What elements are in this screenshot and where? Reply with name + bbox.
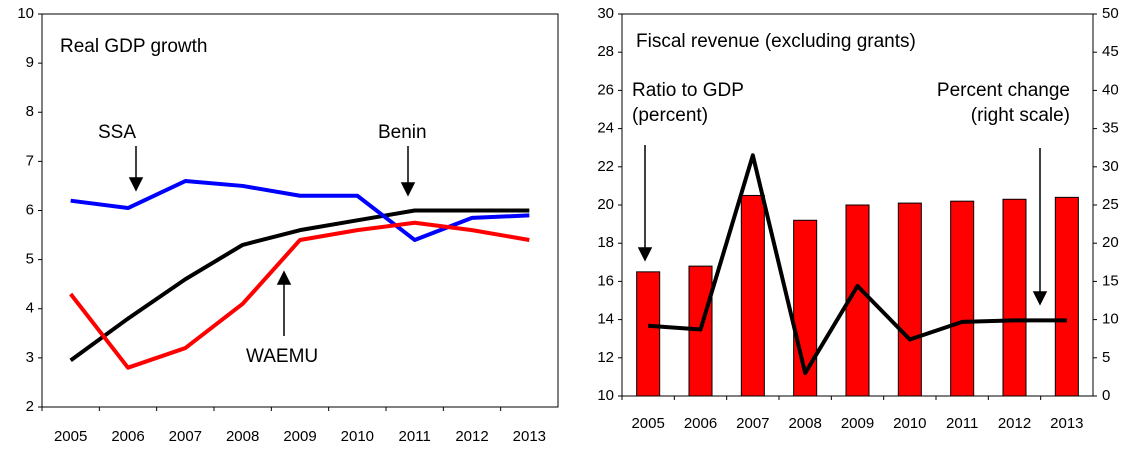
x-tick-label: 2005: [631, 415, 664, 432]
y2-tick-label: 15: [1102, 272, 1119, 289]
y2-tick-label: 45: [1102, 43, 1119, 60]
y-tick-label: 6: [26, 201, 34, 218]
y-tick-label: 18: [597, 234, 614, 251]
y2-tick-label: 10: [1102, 311, 1119, 328]
x-tick-label: 2006: [684, 415, 717, 432]
y-tick-label: 7: [26, 152, 34, 169]
y-tick-label: 20: [597, 196, 614, 213]
bar: [740, 194, 765, 397]
y-tick-label: 30: [597, 5, 614, 22]
arrow-head: [400, 182, 416, 197]
x-tick-label: 2012: [455, 428, 488, 445]
x-tick-label: 2010: [893, 415, 926, 432]
x-tick-label: 2012: [998, 415, 1031, 432]
x-tick-label: 2005: [54, 428, 87, 445]
series-label: SSA: [98, 122, 136, 143]
bar: [636, 271, 661, 397]
y2-tick-label: 20: [1102, 234, 1119, 251]
x-tick-label: 2007: [169, 428, 202, 445]
y-tick-label: 8: [26, 103, 34, 120]
x-tick-label: 2013: [513, 428, 546, 445]
x-tick-label: 2007: [736, 415, 769, 432]
arrow-head: [128, 177, 144, 192]
chart-title: Fiscal revenue (excluding grants): [636, 31, 916, 52]
y2-tick-label: 0: [1102, 387, 1110, 404]
y-tick-label: 14: [597, 311, 614, 328]
y-tick-label: 16: [597, 272, 614, 289]
series-label: Ratio to GDP (percent): [632, 80, 744, 126]
y-tick-label: 4: [26, 300, 34, 317]
y-tick-label: 9: [26, 54, 34, 71]
y2-tick-label: 40: [1102, 81, 1119, 98]
bar: [1002, 198, 1027, 397]
y2-tick-label: 35: [1102, 120, 1119, 137]
y2-tick-label: 5: [1102, 349, 1110, 366]
y-tick-label: 28: [597, 43, 614, 60]
arrow-head: [276, 270, 292, 285]
y2-tick-label: 50: [1102, 5, 1119, 22]
chart-title: Real GDP growth: [60, 36, 208, 57]
arrows: [128, 145, 1048, 336]
y-tick-label: 10: [597, 387, 614, 404]
x-tick-label: 2008: [788, 415, 821, 432]
y-tick-label: 26: [597, 81, 614, 98]
line: [70, 179, 530, 242]
y-tick-label: 24: [597, 120, 614, 137]
y-tick-label: 10: [17, 5, 34, 22]
x-tick-label: 2011: [946, 415, 978, 432]
bar: [897, 202, 922, 397]
x-tick-label: 2009: [841, 415, 874, 432]
x-tick-label: 2013: [1050, 415, 1083, 432]
x-tick-label: 2008: [226, 428, 259, 445]
x-tick-label: 2010: [341, 428, 374, 445]
x-tick-label: 2011: [399, 428, 431, 445]
line: [69, 208, 530, 362]
line: [648, 153, 1067, 376]
x-tick-label: 2006: [111, 428, 144, 445]
y-tick-label: 22: [597, 158, 614, 175]
bar: [950, 200, 975, 397]
series-label: WAEMU: [246, 346, 318, 367]
arrow-head: [1032, 291, 1048, 306]
x-tick-label: 2009: [283, 428, 316, 445]
y-tick-label: 3: [26, 349, 34, 366]
y-tick-label: 5: [26, 251, 34, 268]
y2-tick-label: 30: [1102, 158, 1119, 175]
y-tick-label: 12: [597, 349, 614, 366]
y2-tick-label: 25: [1102, 196, 1119, 213]
y-tick-label: 2: [26, 398, 34, 415]
bar: [1054, 196, 1079, 397]
series-label: Benin: [378, 122, 427, 143]
line: [69, 220, 530, 370]
arrow-head: [637, 247, 653, 262]
series-label: Percent change (right scale): [936, 80, 1070, 126]
